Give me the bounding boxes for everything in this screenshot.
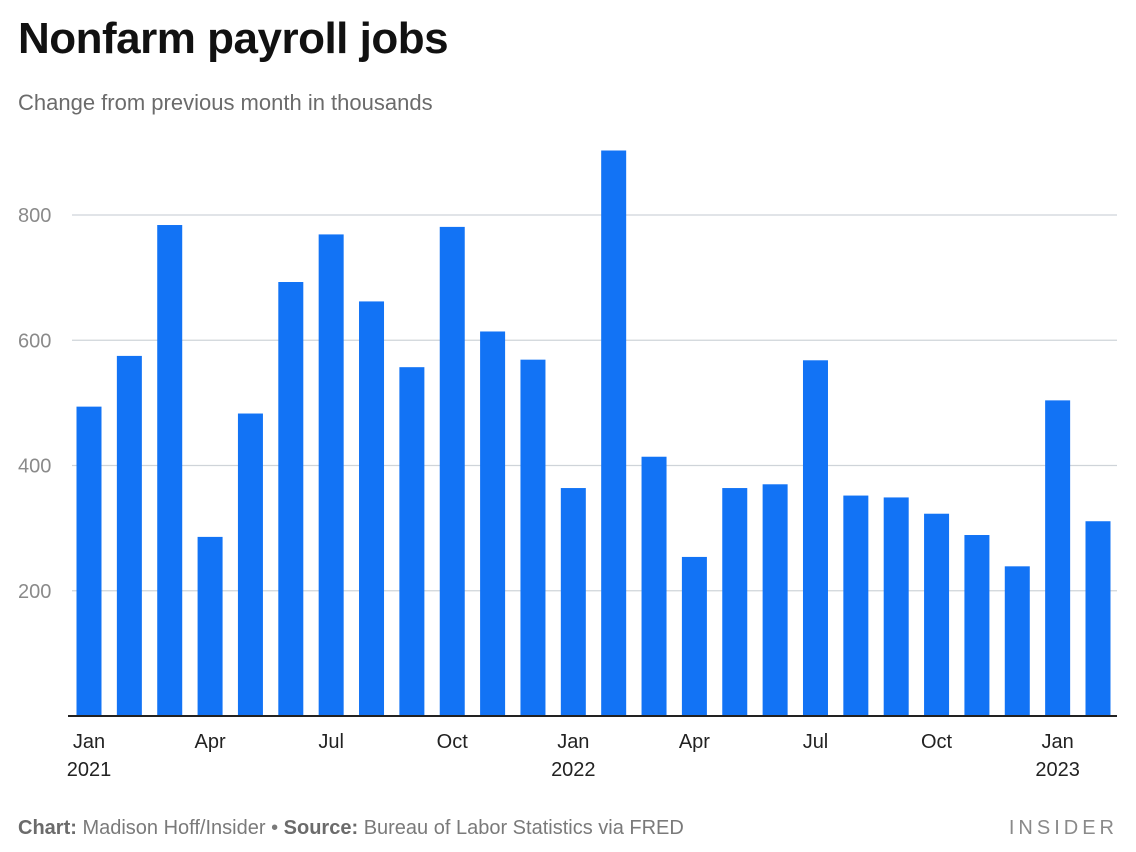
bar-2021-04 <box>197 536 223 716</box>
bar-2022-11 <box>964 535 990 716</box>
y-tick-label-400: 400 <box>18 456 51 478</box>
insider-logo: INSIDER <box>1008 817 1118 839</box>
bar-2021-07 <box>318 234 344 716</box>
bar-2023-01 <box>1045 400 1071 716</box>
x-tick-label-2022-10: Oct <box>921 731 953 753</box>
bar-2021-12 <box>520 359 546 716</box>
footer-chart-label: Chart: <box>18 817 77 839</box>
bar-2021-02 <box>116 355 142 716</box>
bar-2023-02 <box>1085 521 1111 716</box>
bar-2021-09 <box>399 367 425 716</box>
x-tick-year-2021: 2021 <box>67 759 112 781</box>
x-tick-label-2022-07: Jul <box>803 731 829 753</box>
y-tick-label-600: 600 <box>18 330 51 352</box>
bar-2022-05 <box>722 488 748 716</box>
chart-subtitle: Change from previous month in thousands <box>18 90 433 115</box>
bar-2022-04 <box>681 556 707 716</box>
footer-source-label: Source: <box>283 817 359 839</box>
footer-separator: • <box>271 817 279 839</box>
x-tick-label-2022-01: Jan <box>557 731 589 753</box>
bar-2022-03 <box>641 456 667 716</box>
bar-2021-01 <box>76 406 102 716</box>
bar-2021-08 <box>359 301 385 716</box>
y-tick-label-800: 800 <box>18 205 51 227</box>
bar-2022-08 <box>843 495 869 716</box>
bar-2021-03 <box>157 225 183 716</box>
x-tick-label-2023-01: Jan <box>1042 731 1074 753</box>
footer-source-value: Bureau of Labor Statistics via FRED <box>363 817 684 839</box>
x-tick-label-2021-01: Jan <box>73 731 105 753</box>
bar-2022-09 <box>883 497 909 716</box>
bar-2022-01 <box>560 488 586 716</box>
bar-2022-10 <box>924 513 950 716</box>
bar-2021-05 <box>237 413 263 716</box>
x-tick-label-2021-04: Apr <box>195 731 226 753</box>
x-tick-label-2022-04: Apr <box>679 731 710 753</box>
chart-footer: Chart: Madison Hoff/Insider • Source: Bu… <box>18 817 684 840</box>
bar-2022-06 <box>762 484 788 716</box>
bar-2022-07 <box>802 360 828 716</box>
footer-chart-credit: Madison Hoff/Insider <box>82 817 266 839</box>
bar-2021-10 <box>439 226 465 716</box>
x-tick-label-2021-10: Oct <box>437 731 469 753</box>
x-tick-year-2022: 2022 <box>551 759 596 781</box>
chart-title: Nonfarm payroll jobs <box>18 14 449 63</box>
bar-2021-06 <box>278 282 304 716</box>
bar-2021-11 <box>480 331 506 716</box>
bar-2022-02 <box>601 150 627 717</box>
x-tick-label-2021-07: Jul <box>318 731 344 753</box>
y-tick-label-200: 200 <box>18 581 51 603</box>
x-tick-year-2023: 2023 <box>1035 759 1080 781</box>
bar-2022-12 <box>1004 566 1030 716</box>
